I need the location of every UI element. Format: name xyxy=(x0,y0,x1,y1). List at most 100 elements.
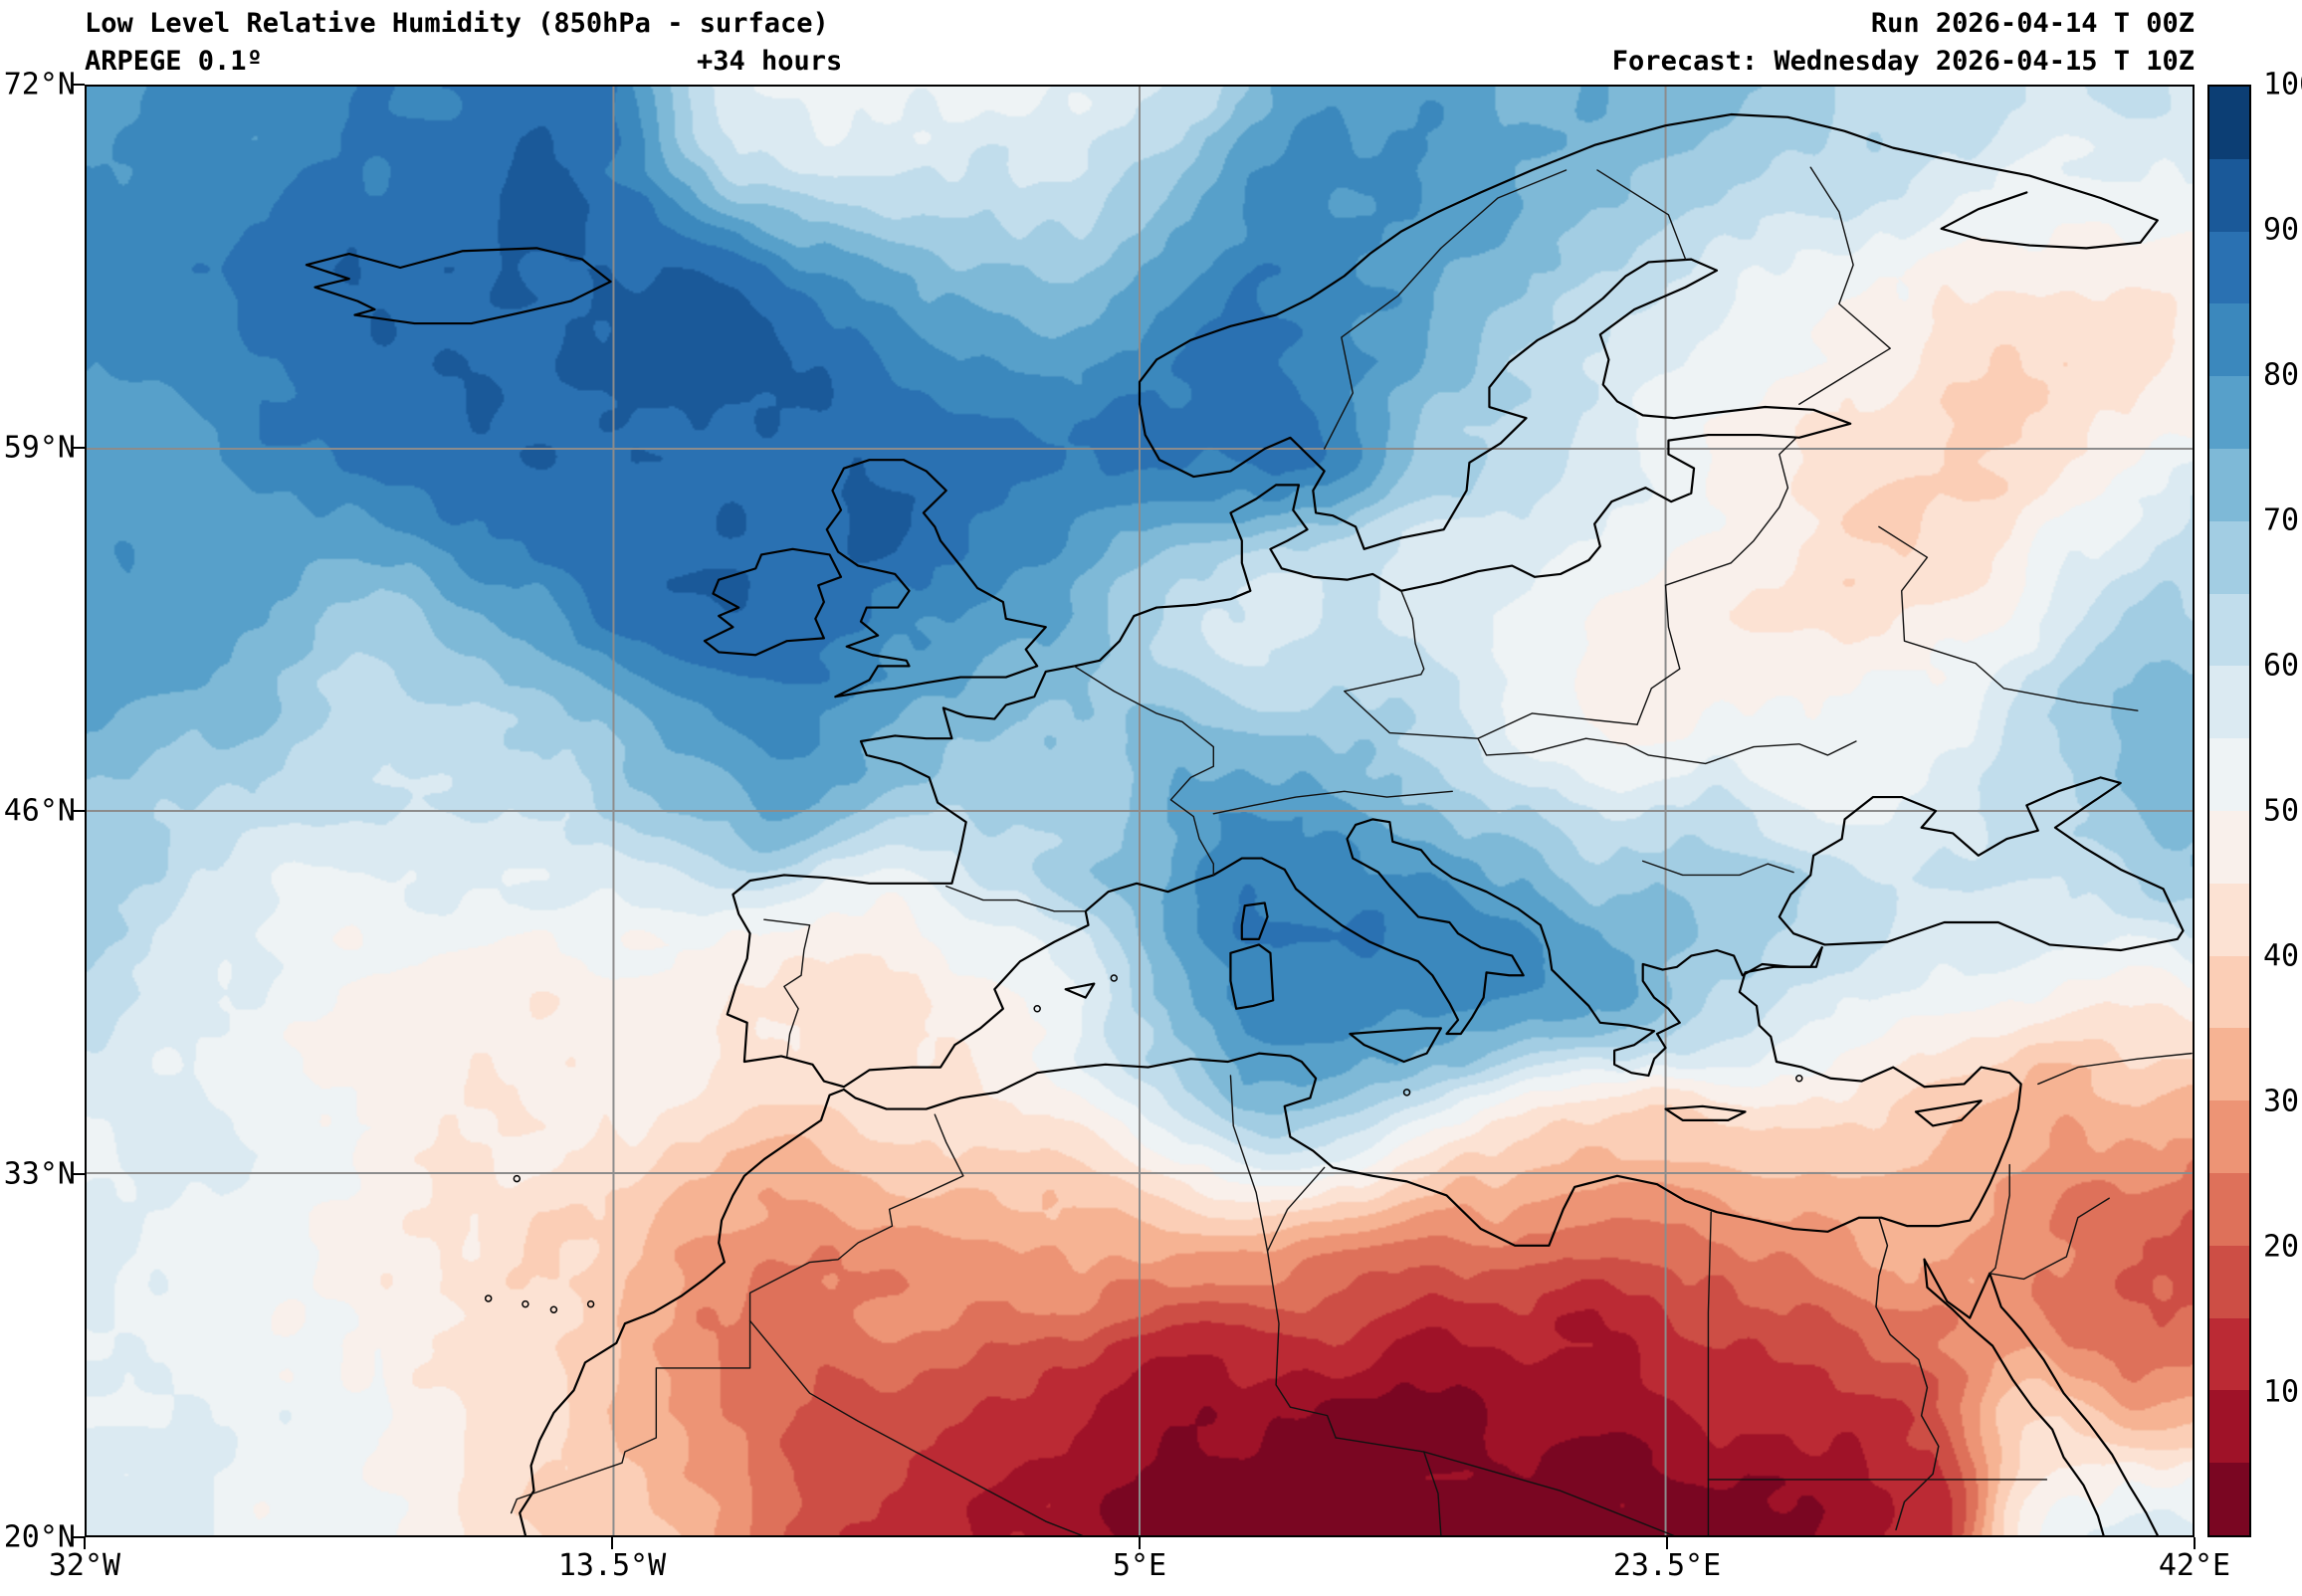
coastline-path xyxy=(1988,1272,2159,1535)
country-border-path xyxy=(510,1319,751,1514)
colorbar-tick-label: 50 xyxy=(2263,793,2300,829)
country-border-path xyxy=(1596,169,1687,261)
run-time-label: Run 2026-04-14 T 00Z xyxy=(1870,8,2195,39)
lon-tick-label: 42°E xyxy=(2158,1548,2231,1583)
coastline-path xyxy=(1914,1099,1983,1127)
colorbar-segment xyxy=(2209,1028,2249,1101)
colorbar-segment xyxy=(2209,1172,2249,1246)
lat-tick-mark xyxy=(73,83,85,87)
coastline-path xyxy=(1349,1027,1442,1064)
colorbar-tick-label: 40 xyxy=(2263,938,2300,974)
island-dot xyxy=(484,1295,493,1302)
lat-tick-label: 59°N xyxy=(3,430,76,466)
country-border-path xyxy=(1477,737,1857,765)
island-dot xyxy=(549,1305,558,1313)
colorbar-segment xyxy=(2209,738,2249,811)
colorbar-tick-label: 60 xyxy=(2263,648,2300,684)
lon-tick-label: 5°E xyxy=(1112,1548,1167,1583)
coastline-path xyxy=(703,547,843,657)
island-dot xyxy=(1033,1005,1041,1013)
colorbar-segment xyxy=(2209,376,2249,449)
colorbar-segment xyxy=(2209,666,2249,739)
coastline-path xyxy=(842,818,1823,1089)
colorbar-segment xyxy=(2209,1100,2249,1173)
colorbar xyxy=(2207,85,2251,1537)
country-border-path xyxy=(1988,1163,2010,1275)
lon-tick-label: 23.5°E xyxy=(1612,1548,1722,1583)
lon-tick-mark xyxy=(1665,1537,1669,1549)
country-border-path xyxy=(1073,665,1214,877)
country-border-path xyxy=(1798,166,1891,405)
country-border-path xyxy=(945,885,1087,912)
colorbar-segment xyxy=(2209,593,2249,667)
colorbar-segment xyxy=(2209,448,2249,521)
colorbar-tick-label: 100 xyxy=(2263,67,2302,102)
colorbar-tick-label: 90 xyxy=(2263,212,2300,248)
model-label: ARPEGE 0.1º xyxy=(85,46,263,77)
country-border-path xyxy=(1988,1197,2110,1281)
lat-tick-mark xyxy=(73,446,85,450)
lon-tick-label: 32°W xyxy=(48,1548,121,1583)
country-border-path xyxy=(1664,437,1797,586)
lat-tick-mark xyxy=(73,1172,85,1176)
river-path xyxy=(1875,1217,1940,1531)
lat-tick-mark xyxy=(73,809,85,813)
lat-tick-label: 72°N xyxy=(3,67,76,102)
coastlines-overlay xyxy=(87,87,2193,1535)
colorbar-segment xyxy=(2209,1317,2249,1391)
country-border-path xyxy=(1212,790,1453,815)
colorbar-segment xyxy=(2209,955,2249,1029)
colorbar-segment xyxy=(2209,303,2249,377)
coastline-path xyxy=(305,247,612,325)
island-dot xyxy=(1795,1075,1803,1083)
country-border-path xyxy=(1400,590,1425,676)
lat-tick-label: 46°N xyxy=(3,793,76,829)
lead-time-label: +34 hours xyxy=(697,46,843,77)
colorbar-segment xyxy=(2209,883,2249,956)
island-dot xyxy=(586,1299,595,1308)
colorbar-segment xyxy=(2209,810,2249,884)
lon-tick-mark xyxy=(610,1537,614,1549)
colorbar-tick-label: 10 xyxy=(2263,1374,2300,1410)
country-border-path xyxy=(1636,584,1681,725)
coastline-path xyxy=(1923,1258,2105,1535)
colorbar-tick-label: 80 xyxy=(2263,357,2300,393)
coastline-path xyxy=(1664,1104,1747,1121)
country-border-path xyxy=(2037,1052,2193,1086)
country-border-path xyxy=(1266,1166,1337,1439)
country-border-path xyxy=(1335,1437,1675,1535)
coastline-path xyxy=(1778,776,2185,952)
forecast-time-label: Forecast: Wednesday 2026-04-15 T 10Z xyxy=(1611,46,2195,77)
lon-tick-mark xyxy=(83,1537,87,1549)
country-border-path xyxy=(748,1319,1084,1535)
country-border-path xyxy=(1642,860,1794,877)
country-border-path xyxy=(1229,1075,1269,1253)
lon-tick-mark xyxy=(1138,1537,1142,1549)
country-border-path xyxy=(1423,1451,1442,1535)
colorbar-segment xyxy=(2209,1245,2249,1318)
coastline-path xyxy=(1240,901,1269,940)
country-border-path xyxy=(763,918,811,1058)
colorbar-tick-label: 30 xyxy=(2263,1084,2300,1119)
country-border-path xyxy=(1707,1211,1712,1535)
island-dot xyxy=(1110,974,1119,982)
island-dot xyxy=(1402,1089,1411,1097)
lon-tick-label: 13.5°W xyxy=(557,1548,667,1583)
colorbar-segment xyxy=(2209,231,2249,304)
colorbar-tick-label: 70 xyxy=(2263,502,2300,538)
coastline-path xyxy=(825,459,1047,698)
coastline-path xyxy=(726,112,2159,1089)
lon-tick-mark xyxy=(2193,1537,2197,1549)
island-dot xyxy=(513,1174,522,1183)
country-border-path xyxy=(1878,525,2139,711)
colorbar-segment xyxy=(2209,87,2249,159)
country-border-path xyxy=(1344,674,1638,739)
country-border-path xyxy=(1323,169,1568,450)
country-border-path xyxy=(748,1113,964,1322)
lat-tick-label: 33°N xyxy=(3,1156,76,1192)
colorbar-segment xyxy=(2209,158,2249,232)
coastline-path xyxy=(519,946,2022,1535)
coastline-path xyxy=(1229,943,1275,1010)
colorbar-tick-label: 20 xyxy=(2263,1229,2300,1265)
